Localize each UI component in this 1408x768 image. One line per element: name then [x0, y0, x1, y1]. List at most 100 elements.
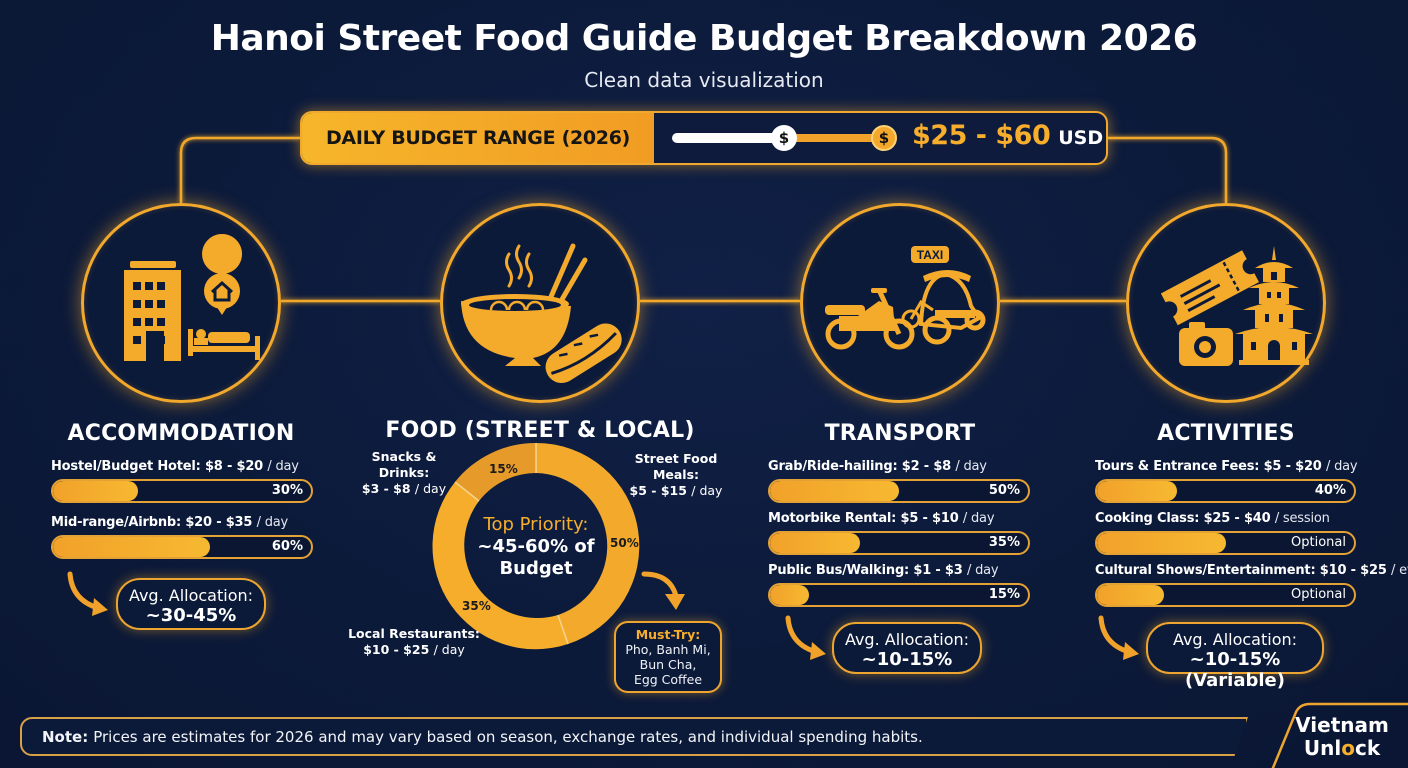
bar-fill: [770, 585, 809, 605]
noodle-bowl-banh-mi-icon: [461, 243, 622, 384]
item-unit: / day: [267, 459, 299, 474]
item-price: $5 - $20: [1263, 459, 1322, 474]
bar-percent: 30%: [271, 483, 303, 498]
item-unit: / day: [1325, 459, 1358, 474]
transport-item-bus-label: Public Bus/Walking: $1 - $3 / day: [768, 563, 999, 578]
brand-line-1: Vietnam: [1295, 713, 1389, 737]
budget-range-value: $25 - $60 USD: [912, 120, 1103, 158]
note-label: Note:: [42, 727, 89, 746]
accommodation-avg-allocation: Avg. Allocation: ~30-45%: [116, 578, 266, 630]
bar-optional-label: Optional: [1291, 535, 1346, 550]
donut-pct-street-food: 50%: [610, 536, 639, 550]
avg-value: ~10-15% (Variable): [1184, 649, 1285, 691]
budget-slider-min-knob-dollar-icon: $: [771, 125, 797, 151]
brand-text: ck: [1354, 736, 1381, 760]
item-price: $10 - $25: [1319, 563, 1387, 578]
bar-percent: 15%: [988, 587, 1020, 602]
avg-label: Avg. Allocation:: [1172, 630, 1298, 649]
label-line-1: Snacks & Drinks:: [371, 449, 437, 480]
item-name: Grab/Ride-hailing:: [768, 459, 898, 474]
hotel-building-bed-icon: [124, 234, 260, 361]
item-name: Hostel/Budget Hotel:: [51, 459, 201, 474]
avg-value: ~10-15%: [861, 649, 953, 670]
transport-title: TRANSPORT: [824, 421, 976, 446]
item-unit: / day: [256, 515, 289, 530]
activities-bar-shows: Optional: [1095, 583, 1356, 607]
ticket-camera-pagoda-icon: [1160, 246, 1313, 366]
transport-icon-circle: TAXI: [800, 203, 1000, 403]
bar-percent: 50%: [988, 483, 1020, 498]
item-unit: / event: [1391, 563, 1408, 578]
transport-item-motorbike-label: Motorbike Rental: $5 - $10 / day: [768, 511, 995, 526]
brand-logo: Vietnam Unlock: [1282, 714, 1402, 760]
label-price: $3 - $8: [361, 481, 411, 496]
transport-bar-motorbike: 35%: [768, 531, 1030, 555]
taxi-sign-icon: [911, 246, 949, 263]
budget-slider-max-knob-dollar-icon: $: [871, 125, 897, 151]
svg-text:TAXI: TAXI: [917, 248, 943, 262]
item-unit: / day: [966, 563, 999, 578]
bar-fill: [1097, 585, 1164, 605]
center-line-1: Top Priority:: [483, 514, 589, 535]
donut-pct-local-restaurants: 35%: [462, 599, 491, 613]
must-try-box: Must-Try: Pho, Banh Mi, Bun Cha, Egg Cof…: [614, 621, 722, 693]
activities-bar-tours: 40%: [1095, 479, 1356, 503]
page-title: Hanoi Street Food Guide Budget Breakdown…: [210, 18, 1198, 59]
item-unit: / day: [962, 511, 995, 526]
transport-avg-allocation: Avg. Allocation: ~10-15%: [832, 622, 982, 674]
budget-range-currency: USD: [1058, 127, 1104, 149]
bar-optional-label: Optional: [1291, 587, 1346, 602]
bar-fill: [53, 537, 211, 557]
label-price: $5 - $15: [629, 483, 687, 498]
bar-percent: 40%: [1314, 483, 1346, 498]
budget-range-amount: $25 - $60: [912, 120, 1051, 151]
activities-item-cooking-label: Cooking Class: $25 - $40 / session: [1095, 511, 1330, 526]
accommodation-item-hostel-label: Hostel/Budget Hotel: $8 - $20 / day: [51, 459, 299, 474]
ticket-icon: [1160, 250, 1260, 326]
label-line-1: Street Food: [634, 451, 718, 466]
food-donut-chart: [432, 442, 640, 650]
food-icon-circle: [440, 203, 640, 403]
item-unit: / day: [955, 459, 987, 474]
label-unit: / day: [691, 483, 723, 498]
activities-icon-circle: [1126, 203, 1326, 403]
activities-bar-cooking: Optional: [1095, 531, 1356, 555]
activities-item-shows-label: Cultural Shows/Entertainment: $10 - $25 …: [1095, 563, 1408, 578]
must-try-line: Pho, Banh Mi,: [625, 642, 711, 657]
activities-title: ACTIVITIES: [1157, 421, 1295, 446]
donut-pct-snacks: 15%: [489, 462, 518, 476]
donut-slice-local-restaurants: [432, 482, 568, 650]
item-name: Mid-range/Airbnb:: [51, 515, 181, 530]
item-price: $1 - $3: [913, 563, 963, 578]
camera-icon: [1179, 322, 1233, 366]
footer-note: Note: Prices are estimates for 2026 and …: [20, 717, 1248, 756]
item-name: Cooking Class:: [1095, 511, 1200, 526]
label-line-1: Local Restaurants:: [348, 626, 480, 641]
curved-arrow-icon: [67, 571, 108, 616]
avg-value: ~30-45%: [145, 605, 237, 626]
bar-fill: [770, 533, 861, 553]
accommodation-bar-midrange: 60%: [51, 535, 313, 559]
activities-item-tours-label: Tours & Entrance Fees: $5 - $20 / day: [1095, 459, 1358, 474]
brand-frame: [1271, 702, 1408, 768]
accommodation-title: ACCOMMODATION: [67, 421, 295, 446]
brand-line-2: Unlock: [1282, 737, 1402, 760]
bar-fill: [1097, 481, 1177, 501]
transport-item-grab-label: Grab/Ride-hailing: $2 - $8 / day: [768, 459, 987, 474]
avg-label: Avg. Allocation:: [844, 630, 970, 649]
bar-fill: [53, 481, 139, 501]
item-name: Motorbike Rental:: [768, 511, 897, 526]
curved-arrow-down-icon: [641, 571, 685, 610]
item-name: Cultural Shows/Entertainment:: [1095, 563, 1316, 578]
item-name: Public Bus/Walking:: [768, 563, 910, 578]
bar-percent: 60%: [271, 539, 303, 554]
must-try-line: Egg Coffee: [633, 672, 703, 687]
brand-text: Unl: [1303, 736, 1342, 760]
accommodation-bar-hostel: 30%: [51, 479, 313, 503]
page-subtitle: Clean data visualization: [584, 68, 824, 92]
curved-arrow-icon: [785, 615, 826, 660]
budget-slider-track-high: [780, 134, 886, 142]
item-unit: / session: [1274, 511, 1330, 526]
activities-avg-allocation: Avg. Allocation: ~10-15% (Variable): [1146, 622, 1324, 691]
